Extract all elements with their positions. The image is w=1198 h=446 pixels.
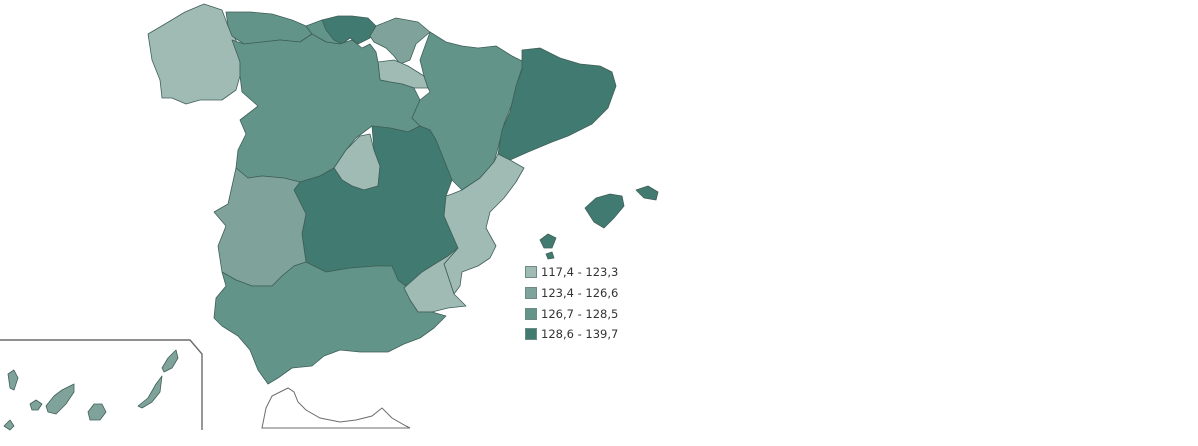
legend-swatch <box>525 307 537 320</box>
legend-item: 126,7 - 128,5 <box>525 303 618 324</box>
legend-label: 128,6 - 139,7 <box>541 327 619 342</box>
legend-item: 128,6 - 139,7 <box>525 324 618 345</box>
region-la-gomera[interactable] <box>29 399 43 411</box>
region-formentera[interactable] <box>545 251 555 260</box>
region-ceuta-melilla <box>261 387 411 429</box>
region-comunidad-valenciana[interactable] <box>443 153 525 295</box>
legend-label: 117,4 - 123,3 <box>541 265 619 280</box>
region-lanzarote[interactable] <box>161 349 179 373</box>
legend-item: 117,4 - 123,3 <box>525 262 618 283</box>
region-el-hierro[interactable] <box>3 419 15 431</box>
legend-label: 126,7 - 128,5 <box>541 306 619 321</box>
legend-swatch <box>525 266 537 279</box>
region-navarra[interactable] <box>369 17 431 65</box>
region-cataluna[interactable] <box>497 47 617 161</box>
region-mallorca[interactable] <box>584 193 625 229</box>
map-legend: 117,4 - 123,3 123,4 - 126,6 126,7 - 128,… <box>525 262 618 345</box>
region-pais-vasco[interactable] <box>321 15 377 45</box>
region-tenerife[interactable] <box>45 383 75 415</box>
legend-swatch <box>525 328 537 341</box>
region-asturias[interactable] <box>225 11 313 45</box>
region-galicia[interactable] <box>147 3 241 105</box>
region-la-palma[interactable] <box>7 369 19 391</box>
legend-label: 123,4 - 126,6 <box>541 286 619 301</box>
region-andalucia[interactable] <box>213 261 447 385</box>
legend-item: 123,4 - 126,6 <box>525 283 618 304</box>
region-gran-canaria[interactable] <box>87 403 107 421</box>
region-fuerteventura[interactable] <box>137 375 163 409</box>
legend-swatch <box>525 287 537 300</box>
region-ibiza[interactable] <box>539 233 557 249</box>
region-menorca[interactable] <box>635 185 659 201</box>
canary-islands-frame <box>0 339 203 430</box>
